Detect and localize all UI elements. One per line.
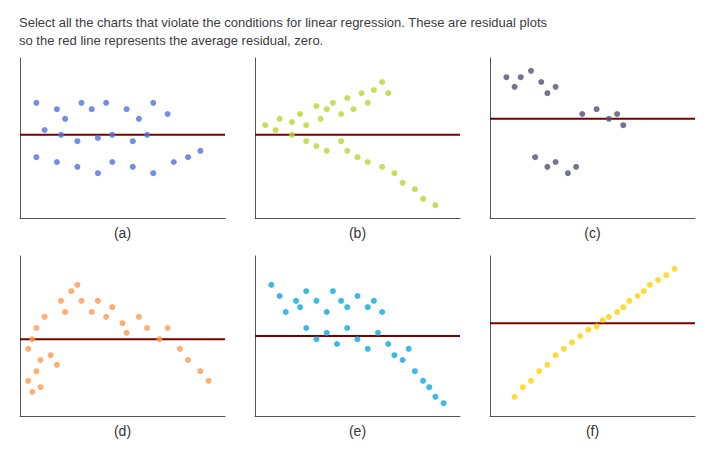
svg-text:Select all the charts that vio: Select all the charts that violate the c… bbox=[19, 15, 547, 30]
svg-text:so the red line represents the: so the red line represents the average r… bbox=[19, 33, 323, 48]
svg-text:(e): (e) bbox=[349, 423, 366, 439]
svg-text:(f): (f) bbox=[586, 423, 599, 439]
svg-text:(b): (b) bbox=[349, 225, 366, 241]
svg-text:(d): (d) bbox=[114, 423, 131, 439]
svg-text:(c): (c) bbox=[584, 225, 600, 241]
svg-text:(a): (a) bbox=[114, 225, 131, 241]
